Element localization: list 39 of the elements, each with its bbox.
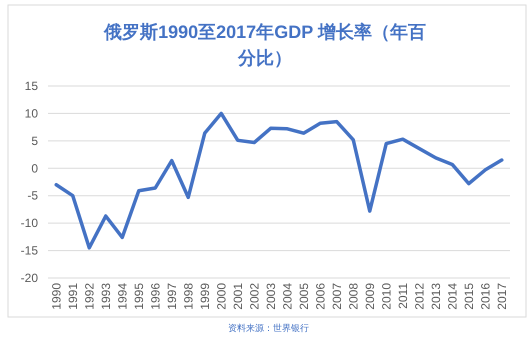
y-tick-label: 10: [24, 106, 38, 120]
y-tick-label: 15: [24, 79, 38, 93]
x-tick-label: 2005: [296, 282, 311, 310]
x-tick-label: 1992: [82, 282, 96, 310]
y-tick-label: -15: [20, 244, 38, 258]
text: 资料来源：世界银行: [228, 323, 309, 333]
x-tick-label: 2010: [379, 282, 394, 310]
y-tick-label: 5: [31, 134, 38, 148]
x-tick-label: 2009: [362, 282, 377, 310]
x-tick-label: 2006: [313, 282, 328, 310]
x-tick-label: 2014: [445, 282, 460, 310]
x-tick-label: 2012: [412, 282, 426, 310]
x-tick-label: 2000: [214, 282, 228, 310]
x-tick-label: 2016: [478, 282, 492, 310]
x-tick-label: 1990: [49, 282, 64, 310]
x-tick-label: 2003: [264, 282, 278, 310]
x-tick-label: 2001: [230, 282, 245, 310]
y-tick-label: -20: [20, 271, 38, 285]
x-tick-label: 2013: [428, 282, 443, 310]
x-tick-label: 1999: [198, 282, 212, 310]
x-tick-label: 1997: [164, 282, 179, 310]
x-tick-label: 1995: [132, 282, 146, 310]
y-tick-label: 0: [31, 161, 38, 176]
chart-title: 俄罗斯1990至2017年GDP 增长率（年百分比）: [103, 22, 426, 68]
x-tick-label: 1994: [115, 282, 130, 310]
x-tick-label: 2015: [462, 282, 476, 310]
x-tick-label: 2007: [330, 282, 344, 310]
x-tick-label: 1996: [148, 282, 162, 310]
x-tick-label: 1993: [98, 282, 113, 310]
x-tick-label: 2017: [494, 282, 509, 310]
x-tick-label: 1998: [181, 282, 196, 310]
y-tick-label: -5: [27, 188, 38, 203]
x-tick-label: 2002: [247, 282, 262, 310]
x-tick-label: 2004: [280, 282, 294, 310]
x-tick-label: 2008: [346, 282, 360, 310]
y-tick-label: -10: [20, 216, 38, 230]
x-tick-label: 2011: [396, 282, 410, 309]
x-tick-label: 1991: [66, 282, 80, 310]
line-series: [54, 112, 504, 250]
